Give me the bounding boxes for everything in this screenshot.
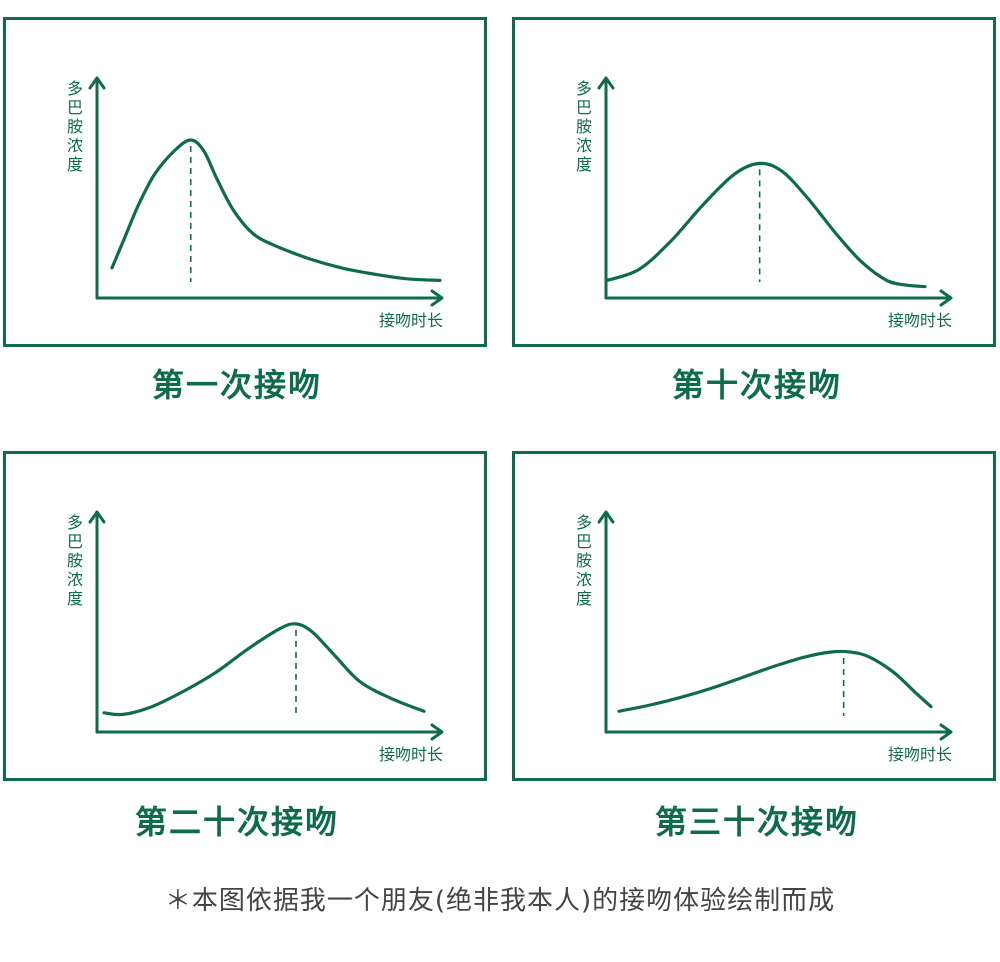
y-axis-arrow <box>597 76 615 90</box>
x-axis-arrow <box>430 723 444 741</box>
y-axis-label: 多巴胺浓度 <box>576 513 592 608</box>
chart-caption-3: 第二十次接吻 <box>135 803 340 841</box>
chart-caption-1: 第一次接吻 <box>152 366 323 404</box>
footnote: ＊本图依据我一个朋友(绝非我本人)的接吻体验绘制而成 <box>164 886 836 916</box>
chart-panel-4: 多巴胺浓度接吻时长 <box>512 451 996 781</box>
dopamine-series-line <box>110 138 442 282</box>
x-axis-label: 接吻时长 <box>888 311 952 330</box>
x-axis-arrow <box>939 289 953 307</box>
y-axis-label: 多巴胺浓度 <box>67 513 83 608</box>
chart-panel-2: 多巴胺浓度接吻时长 <box>512 17 996 347</box>
chart-panel-1: 多巴胺浓度接吻时长 <box>3 17 487 347</box>
y-axis-label: 多巴胺浓度 <box>67 79 83 174</box>
y-axis-label: 多巴胺浓度 <box>576 79 592 174</box>
x-axis-arrow <box>939 723 953 741</box>
x-axis-label: 接吻时长 <box>379 745 443 764</box>
y-axis-arrow <box>597 510 615 524</box>
x-axis-arrow <box>430 289 444 307</box>
dopamine-series-line <box>617 649 933 713</box>
chart-panel-3: 多巴胺浓度接吻时长 <box>3 451 487 781</box>
x-axis-label: 接吻时长 <box>379 311 443 330</box>
x-axis-label: 接吻时长 <box>888 745 952 764</box>
y-axis-arrow <box>88 76 106 90</box>
chart-caption-2: 第十次接吻 <box>672 366 843 404</box>
y-axis-arrow <box>88 510 106 524</box>
chart-caption-4: 第三十次接吻 <box>655 803 860 841</box>
dopamine-series-line <box>102 622 426 717</box>
dopamine-series-line <box>605 161 927 289</box>
